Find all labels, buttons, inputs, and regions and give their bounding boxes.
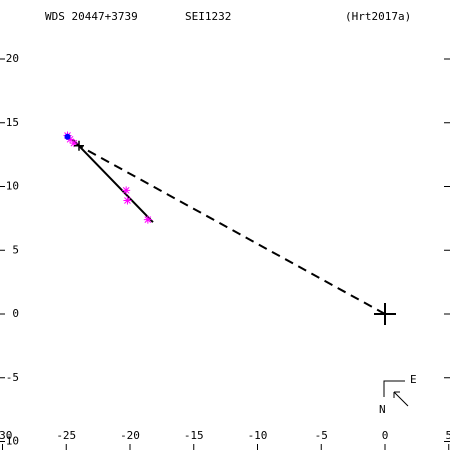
x-tick-label: -20 (120, 429, 140, 442)
star-id: WDS 20447+3739 (45, 10, 138, 23)
orbit-ref: (Hrt2017a) (345, 10, 411, 23)
observation (69, 139, 78, 148)
compass (383, 380, 409, 407)
observation (143, 215, 152, 224)
separation-line (78, 144, 386, 315)
compass-east: E (410, 373, 417, 386)
first-observation (64, 133, 71, 140)
primary-star (374, 303, 396, 325)
x-tick-label: -5 (315, 429, 328, 442)
predicted-position (74, 140, 84, 151)
y-tick-label: 0 (12, 307, 19, 320)
discoverer: SEI1232 (185, 10, 231, 23)
y-tick-label: 15 (6, 116, 19, 129)
observation (66, 135, 75, 144)
x-tick-label: -15 (184, 429, 204, 442)
x-tick-label: 0 (382, 429, 389, 442)
observation (123, 196, 132, 205)
orbit-line (71, 138, 154, 223)
y-tick-label: 20 (6, 52, 19, 65)
y-tick-label: -5 (6, 371, 19, 384)
compass-north: N (379, 403, 386, 416)
observation (122, 186, 131, 195)
x-tick-label: 5 (445, 429, 450, 442)
x-tick-label: -25 (56, 429, 76, 442)
x-tick-label: -30 (0, 429, 12, 442)
x-tick-label: -10 (248, 429, 268, 442)
y-tick-label: -10 (0, 435, 19, 448)
y-tick-label: 10 (6, 180, 19, 193)
y-tick-label: 5 (12, 243, 19, 256)
